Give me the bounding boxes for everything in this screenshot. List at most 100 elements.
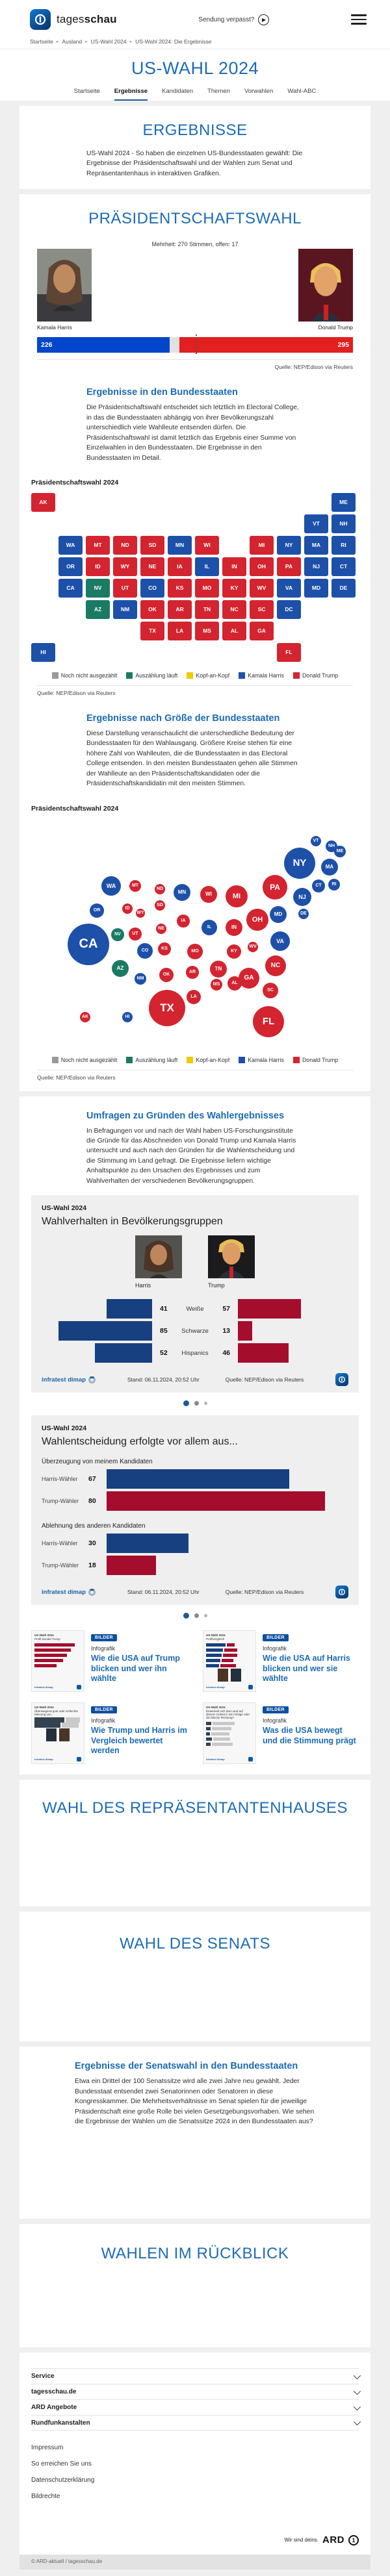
- state-bubble-VT[interactable]: VT: [311, 835, 321, 846]
- state-bubble-NC[interactable]: NC: [265, 955, 286, 976]
- state-bubble-KY[interactable]: KY: [227, 944, 241, 959]
- tab-vorwahlen[interactable]: Vorwahlen: [244, 88, 274, 95]
- footer-accordion-rundfunkanstalten[interactable]: Rundfunkanstalten: [31, 2415, 361, 2431]
- state-tile-SD[interactable]: SD: [140, 535, 164, 555]
- state-bubble-OR[interactable]: OR: [90, 903, 104, 918]
- footer-accordion-ard-angebote[interactable]: ARD Angebote: [31, 2399, 361, 2415]
- state-bubble-KS[interactable]: KS: [158, 942, 171, 955]
- state-bubble-CA[interactable]: CA: [68, 923, 109, 965]
- state-bubble-VA[interactable]: VA: [270, 931, 290, 951]
- state-tile-KY[interactable]: KY: [222, 578, 246, 598]
- state-tile-TX[interactable]: TX: [140, 621, 164, 640]
- state-tile-OR[interactable]: OR: [58, 557, 83, 576]
- state-bubble-LA[interactable]: LA: [187, 989, 201, 1004]
- state-tile-IA[interactable]: IA: [168, 557, 192, 576]
- state-bubble-AK[interactable]: AK: [80, 1011, 90, 1022]
- state-tile-OH[interactable]: OH: [250, 557, 274, 576]
- teaser-3[interactable]: US-Wahl 2024 Überwiegend gute oder schlec…: [31, 1702, 187, 1765]
- state-bubble-IN[interactable]: IN: [226, 918, 242, 936]
- state-bubble-TX[interactable]: TX: [149, 989, 185, 1026]
- missed-broadcast-link[interactable]: Sendung verpasst? ▶: [198, 14, 270, 25]
- state-bubble-MD[interactable]: MD: [270, 905, 287, 923]
- state-bubble-PA[interactable]: PA: [263, 874, 287, 900]
- state-bubble-FL[interactable]: FL: [253, 1005, 284, 1037]
- state-bubble-CT[interactable]: CT: [312, 879, 325, 892]
- hamburger-menu-icon[interactable]: [351, 14, 367, 25]
- state-bubble-GA[interactable]: GA: [239, 967, 259, 989]
- state-tile-MT[interactable]: MT: [86, 535, 110, 555]
- carousel-dot-2[interactable]: [194, 1401, 199, 1406]
- state-bubble-HI[interactable]: HI: [122, 1011, 133, 1022]
- state-tile-WA[interactable]: WA: [58, 535, 83, 555]
- state-tile-MN[interactable]: MN: [168, 535, 192, 555]
- footer-accordion-service[interactable]: Service: [31, 2368, 361, 2384]
- breadcrumb-item[interactable]: Startseite: [30, 38, 53, 45]
- state-tile-DC[interactable]: DC: [277, 600, 301, 619]
- state-tile-CT[interactable]: CT: [332, 557, 356, 576]
- state-tile-NM[interactable]: NM: [113, 600, 137, 619]
- footer-link-so-erreichen-sie-uns[interactable]: So erreichen Sie uns: [31, 2460, 92, 2468]
- state-bubble-IL[interactable]: IL: [202, 919, 217, 935]
- state-tile-MO[interactable]: MO: [195, 578, 219, 598]
- state-bubble-AR[interactable]: AR: [186, 965, 199, 979]
- state-tile-NV[interactable]: NV: [86, 578, 110, 598]
- state-bubble-OH[interactable]: OH: [246, 908, 268, 931]
- state-bubble-SC[interactable]: SC: [263, 982, 278, 998]
- state-bubble-IA[interactable]: IA: [177, 914, 190, 928]
- state-tile-MD[interactable]: MD: [304, 578, 328, 598]
- state-tile-PA[interactable]: PA: [277, 557, 301, 576]
- state-bubble-AZ[interactable]: AZ: [112, 959, 129, 977]
- state-tile-VT[interactable]: VT: [304, 514, 328, 533]
- state-tile-NH[interactable]: NH: [332, 514, 356, 533]
- footer-link-impressum[interactable]: Impressum: [31, 2444, 64, 2452]
- tab-wahl-abc[interactable]: Wahl-ABC: [287, 88, 317, 95]
- tab-startseite[interactable]: Startseite: [73, 88, 100, 95]
- play-icon[interactable]: ▶: [258, 14, 270, 25]
- state-bubble-NE[interactable]: NE: [156, 923, 166, 934]
- footer-link-bildrechte[interactable]: Bildrechte: [31, 2493, 60, 2501]
- teaser-2[interactable]: US-Wahl 2024 Profilvergleich infratest dim…: [203, 1630, 359, 1693]
- breadcrumb-item[interactable]: Ausland: [62, 38, 83, 45]
- footer-link-datenschutzerkl-rung[interactable]: Datenschutzerklärung: [31, 2477, 95, 2484]
- state-tile-FL[interactable]: FL: [277, 642, 301, 662]
- state-bubble-NH[interactable]: NH: [326, 840, 337, 852]
- state-tile-ND[interactable]: ND: [113, 535, 137, 555]
- state-tile-OK[interactable]: OK: [140, 600, 164, 619]
- state-tile-UT[interactable]: UT: [113, 578, 137, 598]
- state-bubble-MO[interactable]: MO: [187, 943, 203, 959]
- state-tile-NJ[interactable]: NJ: [304, 557, 328, 576]
- state-tile-NY[interactable]: NY: [277, 535, 301, 555]
- state-bubble-WI[interactable]: WI: [200, 885, 217, 903]
- state-bubble-RI[interactable]: RI: [328, 878, 340, 890]
- state-bubble-MA[interactable]: MA: [321, 858, 338, 876]
- tab-themen[interactable]: Themen: [207, 88, 230, 95]
- state-tile-IL[interactable]: IL: [195, 557, 219, 576]
- state-bubble-NY[interactable]: NY: [284, 847, 315, 879]
- state-bubble-AL[interactable]: AL: [228, 976, 242, 991]
- state-tile-RI[interactable]: RI: [332, 535, 356, 555]
- state-bubble-MT[interactable]: MT: [129, 879, 141, 892]
- state-bubble-CO[interactable]: CO: [137, 942, 153, 959]
- state-bubble-ME[interactable]: ME: [334, 845, 346, 857]
- carousel-dot-3[interactable]: [203, 1614, 207, 1618]
- breadcrumb-item[interactable]: US-Wahl 2024: Die Ergebnisse: [135, 38, 212, 45]
- state-tile-AL[interactable]: AL: [222, 621, 246, 640]
- state-tile-AR[interactable]: AR: [168, 600, 192, 619]
- state-bubble-MN[interactable]: MN: [174, 883, 190, 901]
- state-tile-CO[interactable]: CO: [140, 578, 164, 598]
- state-bubble-DE[interactable]: DE: [298, 908, 309, 919]
- state-tile-GA[interactable]: GA: [250, 621, 274, 640]
- teaser-title[interactable]: Wie die USA auf Harris blicken und wer s…: [263, 1654, 350, 1684]
- state-bubble-NJ[interactable]: NJ: [293, 887, 311, 906]
- state-tile-WI[interactable]: WI: [195, 535, 219, 555]
- teaser-1[interactable]: US-Wahl 2024 Profil Donald Trump infratest…: [31, 1630, 187, 1693]
- teaser-title[interactable]: Was die USA bewegt und die Stimmung präg…: [263, 1726, 356, 1745]
- state-bubble-MI[interactable]: MI: [226, 885, 248, 907]
- state-tile-MI[interactable]: MI: [250, 535, 274, 555]
- teaser-4[interactable]: US-Wahl 2024 Entwickelt sich das Land auf…: [203, 1702, 359, 1765]
- brand-wordmark[interactable]: tagesschau: [57, 13, 117, 25]
- state-tile-ID[interactable]: ID: [86, 557, 110, 576]
- state-tile-AZ[interactable]: AZ: [86, 600, 110, 619]
- state-tile-SC[interactable]: SC: [250, 600, 274, 619]
- carousel-dot-1[interactable]: [183, 1400, 189, 1407]
